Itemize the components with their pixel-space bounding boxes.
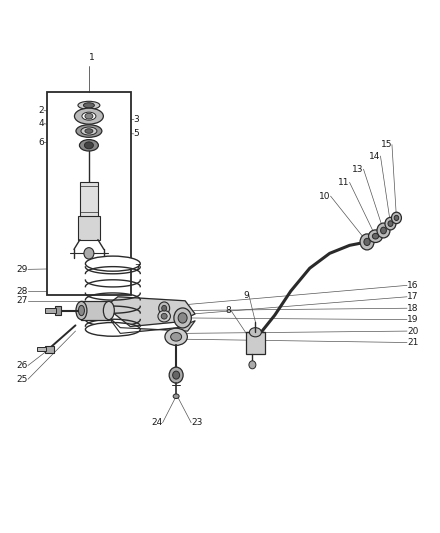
Bar xyxy=(44,308,55,313)
Ellipse shape xyxy=(76,301,87,320)
Text: 28: 28 xyxy=(17,287,28,296)
Ellipse shape xyxy=(85,114,93,119)
Ellipse shape xyxy=(377,223,390,238)
Ellipse shape xyxy=(364,238,370,246)
Circle shape xyxy=(172,371,180,379)
Ellipse shape xyxy=(159,302,170,314)
Bar xyxy=(44,346,54,353)
Ellipse shape xyxy=(394,215,399,221)
Ellipse shape xyxy=(76,125,102,138)
Ellipse shape xyxy=(74,108,103,124)
Text: 19: 19 xyxy=(407,315,418,324)
Text: 8: 8 xyxy=(225,306,231,315)
Ellipse shape xyxy=(372,233,379,239)
Text: 6: 6 xyxy=(38,138,44,147)
Text: 23: 23 xyxy=(191,418,202,427)
Ellipse shape xyxy=(385,217,396,230)
Text: 10: 10 xyxy=(319,192,330,201)
Text: 7: 7 xyxy=(134,264,139,273)
Ellipse shape xyxy=(84,103,95,108)
Text: 16: 16 xyxy=(407,281,418,290)
Text: 20: 20 xyxy=(407,327,418,336)
Ellipse shape xyxy=(178,313,187,323)
Ellipse shape xyxy=(249,328,261,337)
Ellipse shape xyxy=(360,234,374,250)
Text: 2: 2 xyxy=(38,106,44,115)
Ellipse shape xyxy=(78,101,100,109)
Bar xyxy=(78,216,100,240)
Polygon shape xyxy=(108,316,195,333)
Text: 1: 1 xyxy=(89,53,95,62)
Circle shape xyxy=(169,367,183,383)
Text: 29: 29 xyxy=(17,265,28,274)
Ellipse shape xyxy=(173,394,179,399)
Ellipse shape xyxy=(103,301,114,320)
Ellipse shape xyxy=(171,333,182,341)
Text: 13: 13 xyxy=(352,165,363,174)
Bar xyxy=(47,92,131,295)
Text: 26: 26 xyxy=(17,361,28,370)
Ellipse shape xyxy=(165,328,187,345)
Text: 24: 24 xyxy=(151,418,163,427)
Ellipse shape xyxy=(392,212,401,224)
Text: 17: 17 xyxy=(407,292,418,301)
Text: 14: 14 xyxy=(369,152,381,160)
Text: 15: 15 xyxy=(381,140,392,149)
Ellipse shape xyxy=(174,308,191,328)
Text: 25: 25 xyxy=(17,375,28,384)
Ellipse shape xyxy=(82,112,96,120)
Text: 9: 9 xyxy=(243,290,249,300)
Ellipse shape xyxy=(85,322,140,336)
Ellipse shape xyxy=(158,311,170,322)
Ellipse shape xyxy=(388,221,393,227)
Ellipse shape xyxy=(161,313,167,319)
Bar xyxy=(81,301,109,320)
Bar xyxy=(80,182,98,218)
Bar xyxy=(246,332,265,354)
Text: 3: 3 xyxy=(134,115,139,124)
Circle shape xyxy=(84,248,94,259)
Ellipse shape xyxy=(381,227,386,234)
Text: 11: 11 xyxy=(338,178,350,187)
Ellipse shape xyxy=(85,256,140,271)
Bar xyxy=(55,306,61,315)
Text: 5: 5 xyxy=(134,130,139,139)
Ellipse shape xyxy=(81,127,97,135)
Text: 18: 18 xyxy=(407,304,418,313)
Text: 4: 4 xyxy=(38,119,44,128)
Ellipse shape xyxy=(84,142,93,149)
Ellipse shape xyxy=(369,230,382,243)
Ellipse shape xyxy=(85,129,93,133)
Ellipse shape xyxy=(161,305,167,311)
Circle shape xyxy=(249,361,256,369)
Bar xyxy=(37,346,46,351)
Text: 27: 27 xyxy=(17,296,28,305)
Ellipse shape xyxy=(80,140,99,151)
Text: 21: 21 xyxy=(407,338,418,347)
Ellipse shape xyxy=(78,305,84,316)
Polygon shape xyxy=(105,297,195,327)
